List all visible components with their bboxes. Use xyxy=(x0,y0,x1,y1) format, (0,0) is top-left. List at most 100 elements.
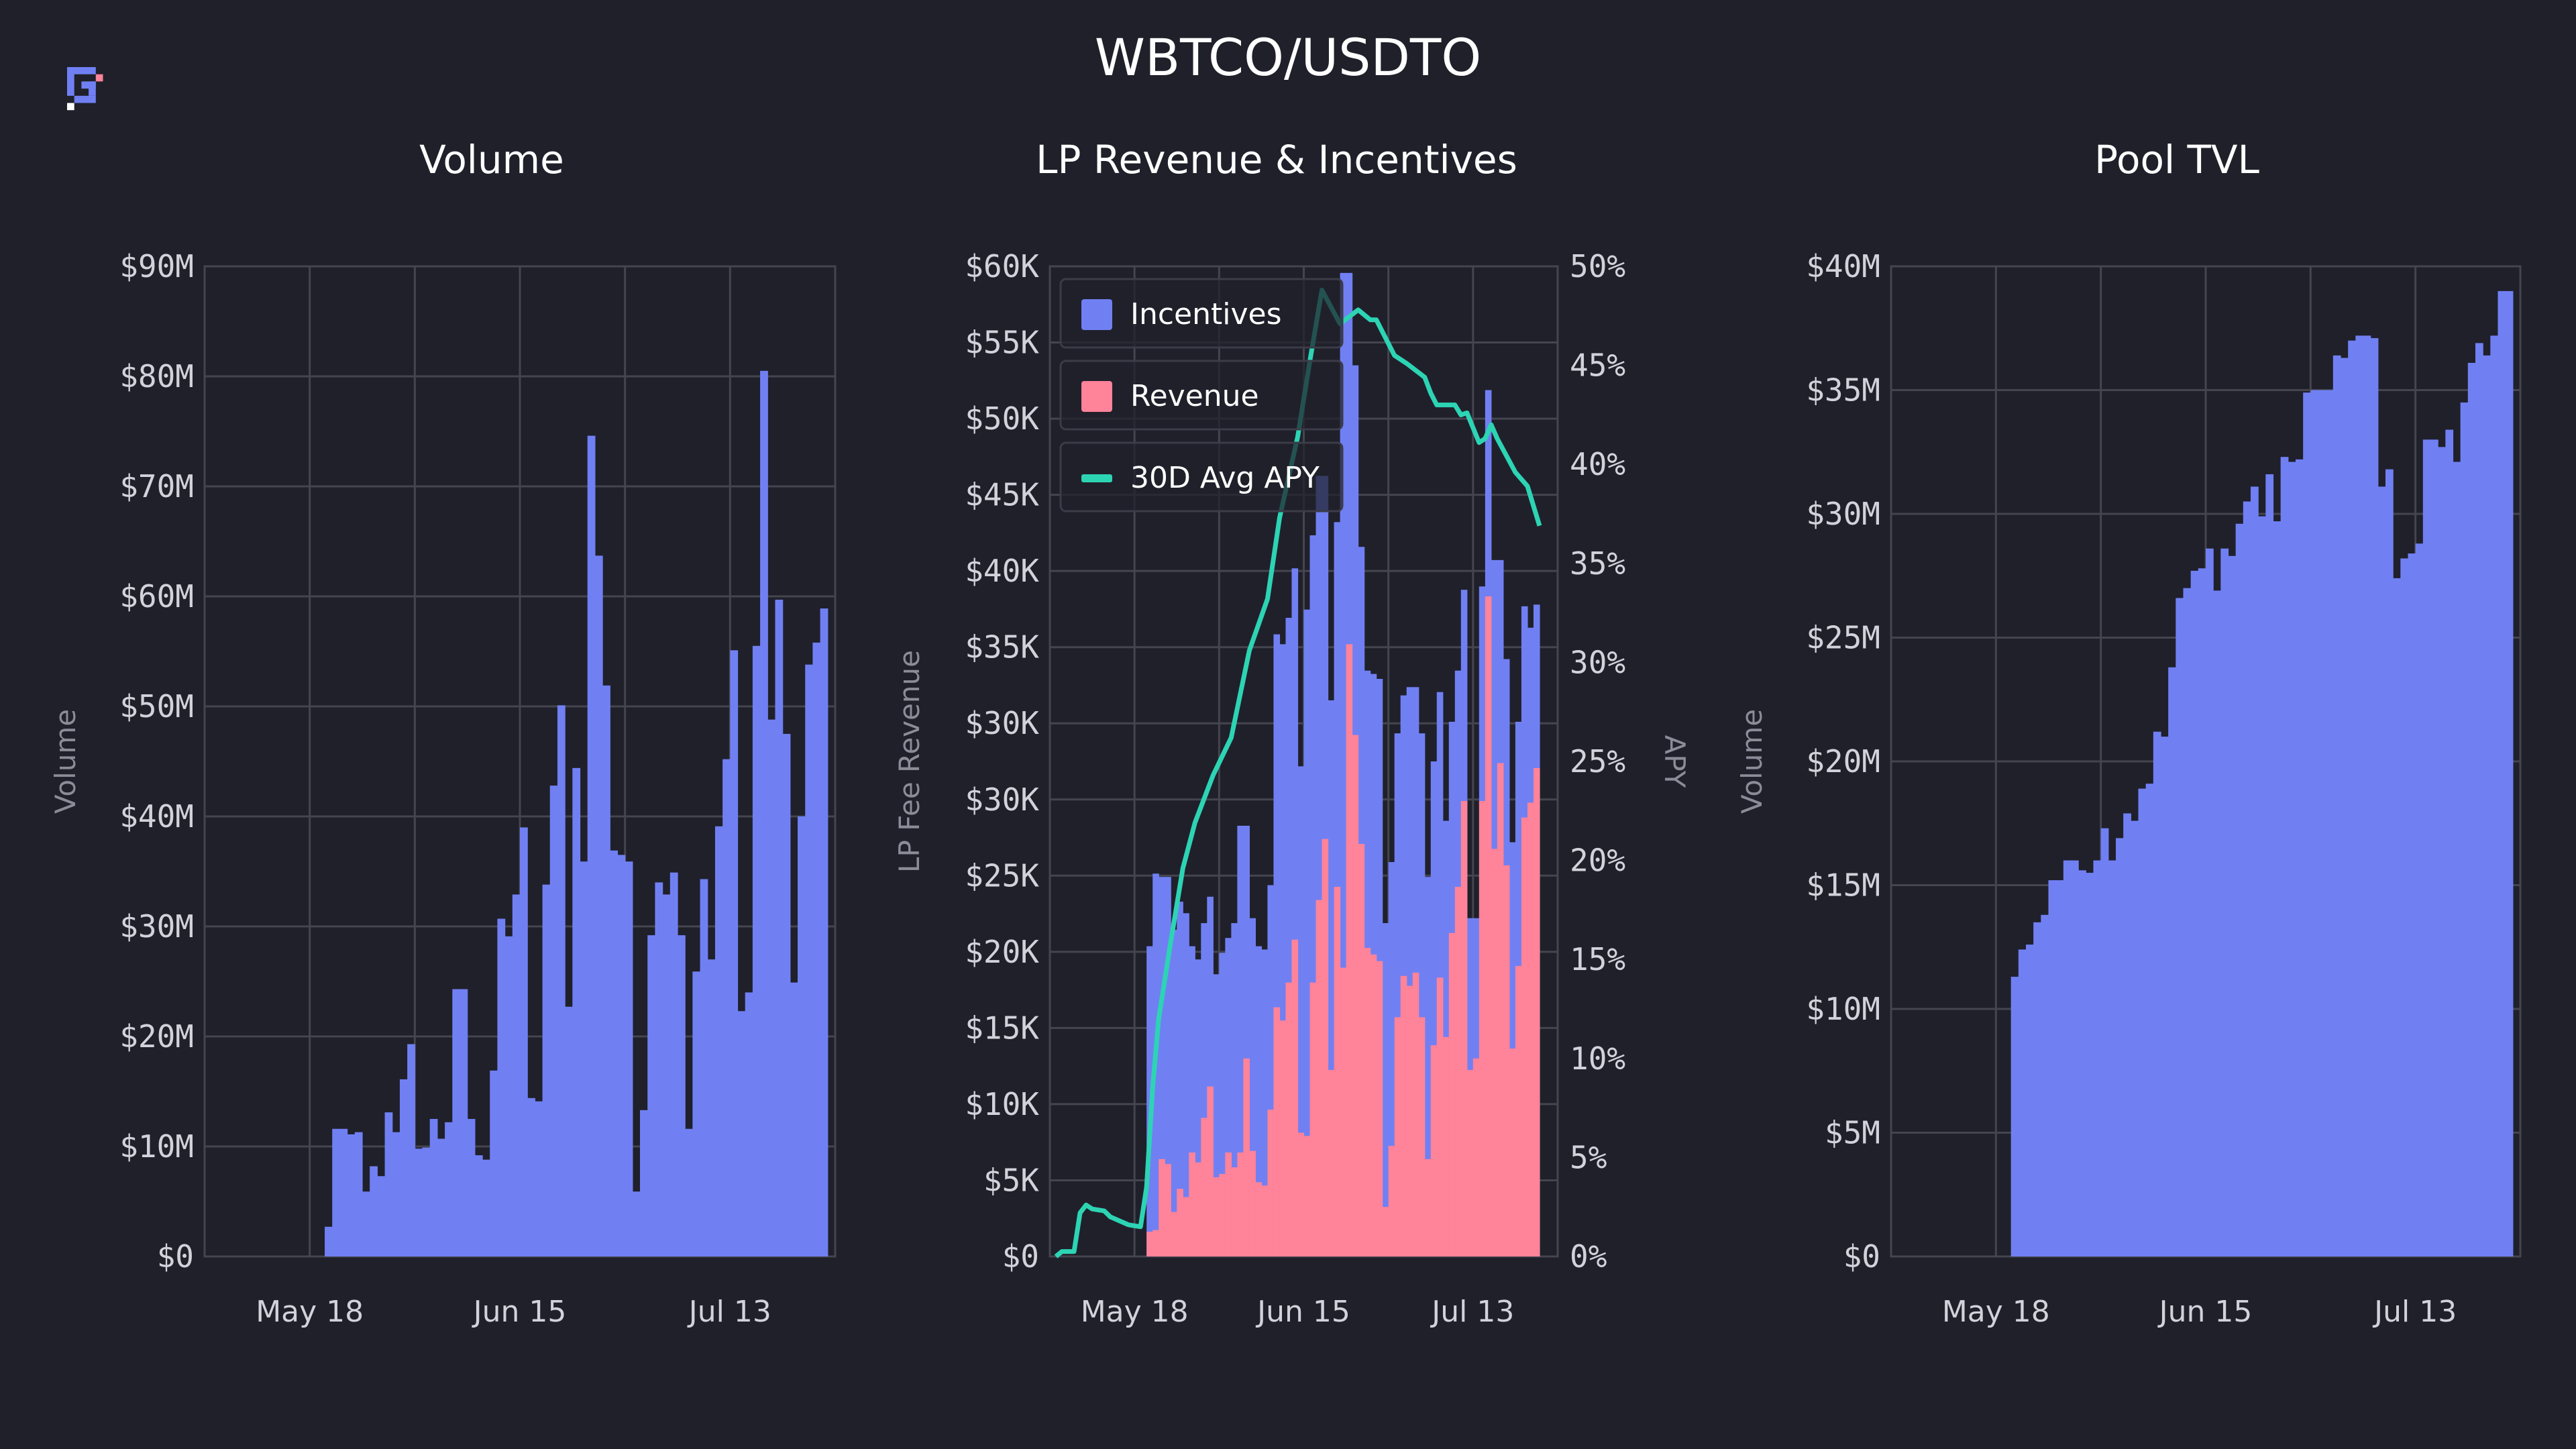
incentives-bar xyxy=(1225,938,1232,1256)
y-tick-label: $50M xyxy=(119,688,194,724)
revenue-bar xyxy=(1213,1177,1220,1256)
revenue-bar xyxy=(1454,886,1462,1256)
logo-block xyxy=(67,67,96,74)
y-tick-label: $80M xyxy=(119,358,194,394)
y-tick-label: $0 xyxy=(1002,1238,1039,1275)
bar xyxy=(2168,667,2176,1256)
bar xyxy=(812,642,821,1256)
bar xyxy=(2048,880,2057,1256)
bar xyxy=(2363,335,2371,1256)
bar xyxy=(580,861,588,1256)
bar xyxy=(2055,880,2064,1256)
revenue-bar xyxy=(1515,966,1522,1256)
incentives-bar xyxy=(1195,959,1201,1256)
bar xyxy=(2131,820,2139,1256)
revenue-bar xyxy=(1430,1045,1438,1256)
bar xyxy=(437,1138,445,1256)
incentives-bar xyxy=(1243,825,1250,1256)
revenue-bar xyxy=(1177,1189,1183,1256)
pool-tvl-chart: Pool TVL Volume $0 $5M $10M $15M $20M $25M $30… xyxy=(1735,137,2522,1329)
y-tick-label: $20K xyxy=(965,934,1039,970)
bar xyxy=(2445,429,2454,1256)
revenue-bar xyxy=(1352,735,1359,1256)
y-tick-label: $60K xyxy=(965,248,1039,284)
bar xyxy=(2400,558,2409,1257)
y-tick-label: $40M xyxy=(1806,248,1880,284)
revenue-bar xyxy=(1466,1070,1474,1256)
revenue-bar xyxy=(1412,972,1419,1256)
bar xyxy=(798,816,806,1256)
volume-chart: Volume Volume $0 $10M $20M $30M $40M $50M $60M… xyxy=(49,137,837,1329)
bar xyxy=(2296,459,2304,1256)
y-tick-label: $10K xyxy=(965,1086,1039,1122)
revenue-bar xyxy=(1225,1152,1232,1256)
revenue-bar xyxy=(1376,961,1383,1256)
bar xyxy=(707,959,716,1256)
x-tick-label: May 18 xyxy=(256,1295,364,1329)
bar xyxy=(610,850,619,1256)
bar xyxy=(2288,462,2296,1256)
bar xyxy=(392,1132,400,1256)
bar xyxy=(587,435,596,1256)
revenue-bar xyxy=(1183,1197,1189,1256)
x-tick-label: May 18 xyxy=(1081,1295,1189,1329)
revenue-bar xyxy=(1273,1007,1281,1256)
incentives-bar xyxy=(1436,692,1444,1256)
bar xyxy=(2093,860,2102,1256)
bar xyxy=(2475,343,2483,1256)
revenue-bar xyxy=(1436,977,1444,1256)
bar xyxy=(362,1191,370,1256)
y-axis-label: Volume xyxy=(1735,709,1768,814)
incentives-bar xyxy=(1279,644,1287,1256)
revenue-bar xyxy=(1448,932,1456,1256)
incentives-bar xyxy=(1382,923,1389,1256)
legend-label: 30D Avg APY xyxy=(1130,461,1320,495)
bar xyxy=(594,555,603,1256)
legend-box xyxy=(1059,441,1344,513)
revenue-bar xyxy=(1165,1164,1171,1256)
incentives-bar xyxy=(1291,568,1299,1257)
bar xyxy=(535,1101,543,1256)
revenue-bar xyxy=(1400,975,1407,1256)
bar xyxy=(2123,813,2131,1256)
incentives-bar xyxy=(1201,923,1208,1256)
bar xyxy=(655,882,663,1256)
incentives-bar xyxy=(1388,862,1395,1256)
revenue-bar xyxy=(1328,1070,1335,1256)
revenue-bar xyxy=(1279,1020,1287,1256)
y-tick-label: $40M xyxy=(119,798,194,835)
bar xyxy=(460,989,468,1256)
revenue-bar xyxy=(1189,1152,1195,1256)
logo-block xyxy=(67,67,74,96)
bar xyxy=(2153,731,2161,1256)
bar xyxy=(2385,469,2394,1256)
bar xyxy=(407,1044,415,1256)
bar xyxy=(2430,439,2438,1256)
bar xyxy=(700,879,708,1256)
legend-box xyxy=(1059,360,1344,431)
incentives-bar xyxy=(1285,617,1293,1256)
bar xyxy=(2018,949,2027,1256)
y-tick-label: $40K xyxy=(965,553,1039,589)
bars xyxy=(325,370,828,1256)
incentives-bar xyxy=(1171,929,1177,1256)
bar xyxy=(2453,462,2461,1256)
incentives-bar xyxy=(1316,476,1323,1257)
bar xyxy=(2505,290,2514,1256)
y2-tick-label: 50% xyxy=(1570,248,1625,284)
incentives-bar xyxy=(1237,825,1244,1256)
revenue-bar xyxy=(1316,900,1323,1256)
y-tick-label: $70M xyxy=(119,468,194,504)
bar xyxy=(2377,486,2386,1257)
incentives-bar xyxy=(1249,918,1256,1256)
bar xyxy=(512,894,521,1256)
bar xyxy=(542,884,551,1256)
revenue-bar xyxy=(1146,1232,1153,1256)
y2-axis-label: APY xyxy=(1658,735,1691,788)
bar xyxy=(2183,588,2192,1256)
y2-tick-label: 0% xyxy=(1570,1238,1607,1275)
bar xyxy=(445,1122,453,1256)
bar xyxy=(2258,516,2266,1257)
revenue-bar xyxy=(1358,844,1365,1256)
revenue-bar xyxy=(1309,982,1317,1256)
